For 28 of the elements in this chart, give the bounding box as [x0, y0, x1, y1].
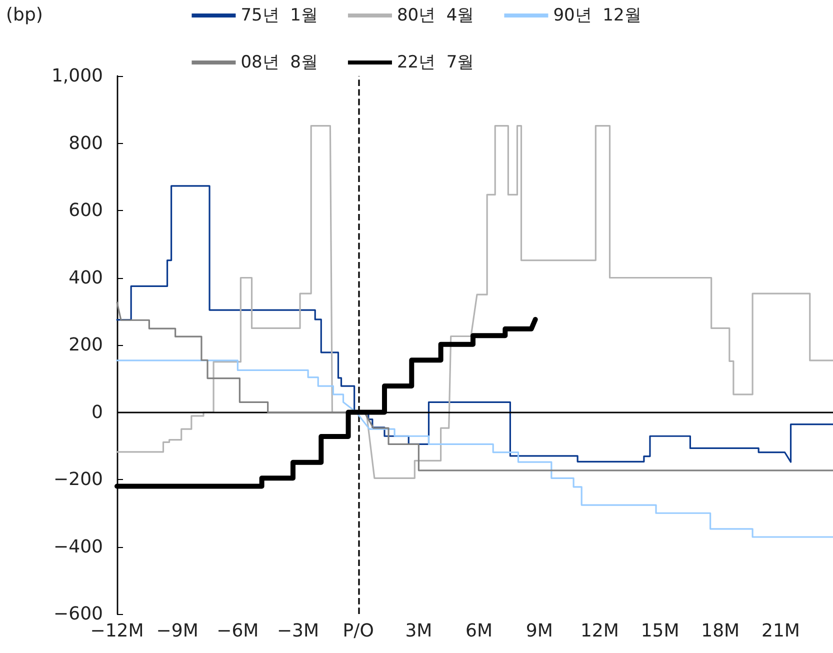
x-tick-label: 6M — [466, 620, 493, 642]
x-tick-label: 3M — [405, 620, 432, 642]
y-tick-label: 200 — [68, 334, 103, 356]
y-tick-label: −400 — [54, 536, 103, 558]
y-tick-label: 800 — [68, 132, 103, 154]
x-tick-label: 21M — [761, 620, 800, 642]
x-tick-label: −9M — [156, 620, 198, 642]
y-tick-label: 0 — [92, 402, 103, 423]
line-series — [116, 124, 833, 479]
line-series — [116, 360, 833, 538]
x-tick-label: −3M — [276, 620, 320, 642]
x-tick-label: 18M — [701, 620, 740, 642]
y-tick-label: 1,000 — [51, 66, 103, 86]
y-tick-label: −200 — [54, 469, 103, 490]
x-tick-label: −6M — [216, 620, 259, 642]
legend-label: 90년 12월 — [553, 6, 642, 26]
x-tick-label: 9M — [526, 620, 553, 642]
x-tick-label: 15M — [640, 620, 680, 642]
legend-label: 75년 1월 — [240, 6, 318, 26]
legend-label: 80년 4월 — [396, 6, 474, 26]
legend-label: 22년 7월 — [396, 52, 474, 72]
legend-label: 08년 8월 — [240, 52, 318, 72]
y-axis-title: (bp) — [6, 4, 43, 26]
line-series — [116, 185, 833, 463]
y-tick-label: 600 — [68, 200, 103, 221]
x-tick-label: 12M — [580, 620, 619, 642]
x-tick-label: P/O — [342, 620, 374, 642]
y-tick-label: 400 — [68, 267, 103, 288]
